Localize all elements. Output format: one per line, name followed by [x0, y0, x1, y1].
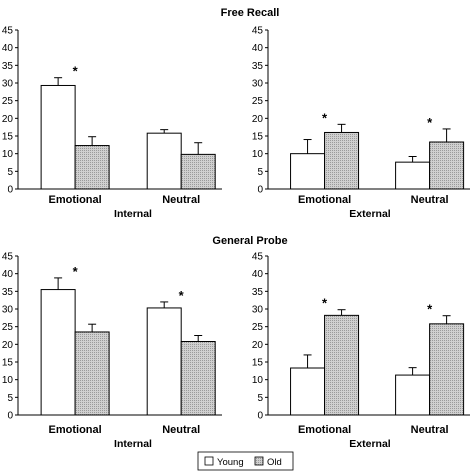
panel-free-recall-external: 0 5 10 15 20 25 30 35 40 45 * Emotional * Neutral Exte…: [252, 26, 470, 220]
bar-young-emotional: [290, 367, 326, 416]
significance-star: *: [427, 115, 433, 130]
y-tick-label: 10: [2, 149, 14, 160]
y-tick-label: 5: [257, 393, 263, 404]
category-label: Neutral: [162, 194, 200, 206]
y-tick-label: 25: [2, 322, 14, 333]
bar-young-emotional: [40, 84, 76, 190]
y-tick-label: 15: [2, 132, 14, 143]
bar-young-neutral: [395, 374, 431, 416]
panel-free-recall-internal: 0 5 10 15 20 25 30 35 40 45 * Emotional Neutral Inter…: [2, 26, 222, 220]
y-tick-label: 5: [257, 167, 263, 178]
bar-old-emotional: [324, 131, 360, 190]
y-tick-label: 30: [2, 305, 14, 316]
y-tick-label: 40: [252, 43, 264, 54]
y-tick-label: 30: [252, 305, 264, 316]
category-label: Neutral: [162, 424, 200, 436]
significance-star: *: [427, 302, 433, 317]
x-axis-label: Internal: [114, 438, 152, 450]
y-tick-label: 45: [252, 252, 264, 263]
bar-young-emotional: [290, 153, 326, 190]
bar-old-emotional: [324, 314, 360, 416]
y-tick-label: 0: [257, 411, 263, 422]
significance-star: *: [322, 296, 328, 311]
legend-frame: [197, 451, 294, 471]
category-label: Emotional: [49, 424, 102, 436]
x-axis-label: External: [349, 438, 391, 450]
y-tick-label: 15: [252, 132, 264, 143]
y-tick-label: 35: [252, 61, 264, 72]
bar-young-emotional: [40, 289, 76, 416]
y-tick-label: 10: [252, 375, 264, 386]
bar-old-neutral: [180, 341, 216, 416]
section-title-free-recall: Free Recall: [221, 7, 280, 19]
y-tick-label: 5: [7, 167, 13, 178]
bar-old-emotional: [74, 331, 110, 416]
bar-old-emotional: [74, 145, 110, 190]
y-tick-label: 30: [252, 79, 264, 90]
x-axis-label: External: [349, 208, 391, 220]
category-label: Emotional: [49, 194, 102, 206]
y-tick-label: 30: [2, 79, 14, 90]
y-tick-label: 0: [7, 185, 13, 196]
legend-swatch-young: [204, 456, 214, 466]
category-label: Neutral: [411, 194, 449, 206]
y-tick-label: 35: [2, 61, 14, 72]
y-tick-label: 40: [252, 269, 264, 280]
y-tick-label: 25: [252, 322, 264, 333]
y-tick-label: 40: [2, 43, 14, 54]
y-tick-label: 45: [2, 252, 14, 263]
significance-star: *: [73, 64, 79, 79]
section-title-general-probe: General Probe: [212, 235, 287, 247]
significance-star: *: [179, 288, 185, 303]
category-label: Emotional: [298, 194, 351, 206]
y-tick-label: 35: [2, 287, 14, 298]
y-tick-label: 10: [2, 375, 14, 386]
bar-old-neutral: [180, 153, 216, 190]
y-tick-label: 5: [7, 393, 13, 404]
legend-swatch-old: [254, 456, 264, 466]
significance-star: *: [73, 264, 79, 279]
y-tick-label: 25: [252, 96, 264, 107]
category-label: Neutral: [411, 424, 449, 436]
y-tick-label: 15: [2, 358, 14, 369]
y-tick-label: 45: [2, 26, 14, 37]
bar-old-neutral: [429, 141, 465, 190]
y-tick-label: 40: [2, 269, 14, 280]
significance-star: *: [322, 110, 328, 125]
y-tick-label: 0: [257, 185, 263, 196]
y-tick-label: 35: [252, 287, 264, 298]
legend-label-old: Old: [267, 457, 282, 468]
y-tick-label: 0: [7, 411, 13, 422]
bar-young-neutral: [146, 307, 182, 416]
panel-general-probe-internal: 0 5 10 15 20 25 30 35 40 45 * Emotional * Neutral Inte…: [2, 252, 222, 450]
y-tick-label: 10: [252, 149, 264, 160]
y-tick-label: 20: [252, 114, 264, 125]
category-label: Emotional: [298, 424, 351, 436]
y-tick-label: 20: [252, 340, 264, 351]
x-axis-label: Internal: [114, 208, 152, 220]
legend-label-young: Young: [217, 457, 244, 468]
y-tick-label: 25: [2, 96, 14, 107]
y-tick-label: 15: [252, 358, 264, 369]
bar-old-neutral: [429, 323, 465, 416]
y-tick-label: 20: [2, 340, 14, 351]
y-tick-label: 20: [2, 114, 14, 125]
legend: Young Old: [197, 451, 294, 471]
panel-general-probe-external: 0 5 10 15 20 25 30 35 40 45 * Emotional * Neutral Exte…: [252, 252, 470, 450]
y-tick-label: 45: [252, 26, 264, 37]
bar-young-neutral: [395, 161, 431, 190]
bar-young-neutral: [146, 132, 182, 190]
